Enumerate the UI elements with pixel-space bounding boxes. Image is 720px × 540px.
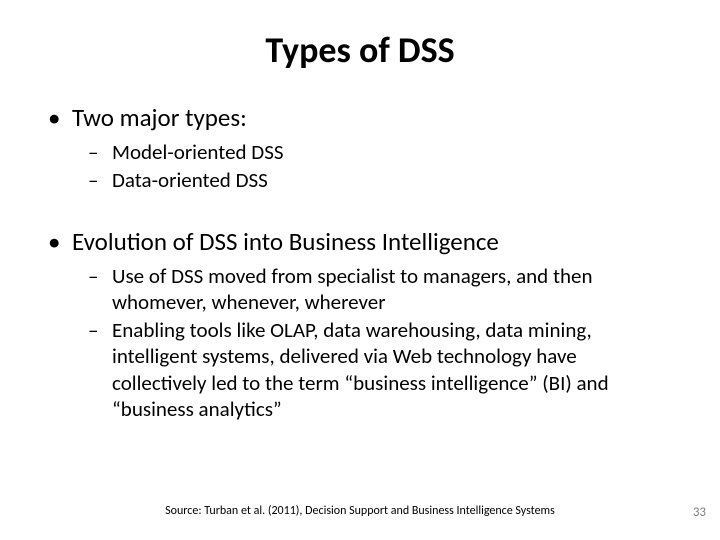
bullet-list-level2-b: Use of DSS moved from specialist to mana… — [72, 263, 672, 423]
sub-bullet-2a: Use of DSS moved from specialist to mana… — [112, 263, 672, 316]
bullet-item-2-text: Evolution of DSS into Business Intellige… — [72, 226, 499, 257]
bullet-item-1: Two major types: Model-oriented DSS Data… — [72, 102, 672, 194]
source-citation: Source: Turban et al. (2011), Decision S… — [0, 504, 720, 518]
slide-container: Types of DSS Two major types: Model-orie… — [0, 0, 720, 540]
bullet-item-2: Evolution of DSS into Business Intellige… — [72, 226, 672, 423]
bullet-item-1-text: Two major types: — [72, 102, 247, 133]
sub-bullet-2b: Enabling tools like OLAP, data warehousi… — [112, 317, 672, 422]
bullet-list-level1-b: Evolution of DSS into Business Intellige… — [48, 226, 672, 423]
bullet-list-level2-a: Model-oriented DSS Data-oriented DSS — [72, 139, 672, 194]
slide-title: Types of DSS — [48, 28, 672, 72]
sub-bullet-1b: Data-oriented DSS — [112, 167, 672, 193]
bullet-list-level1: Two major types: Model-oriented DSS Data… — [48, 102, 672, 194]
page-number: 33 — [693, 505, 706, 520]
spacer — [48, 202, 672, 226]
sub-bullet-1a: Model-oriented DSS — [112, 139, 672, 165]
